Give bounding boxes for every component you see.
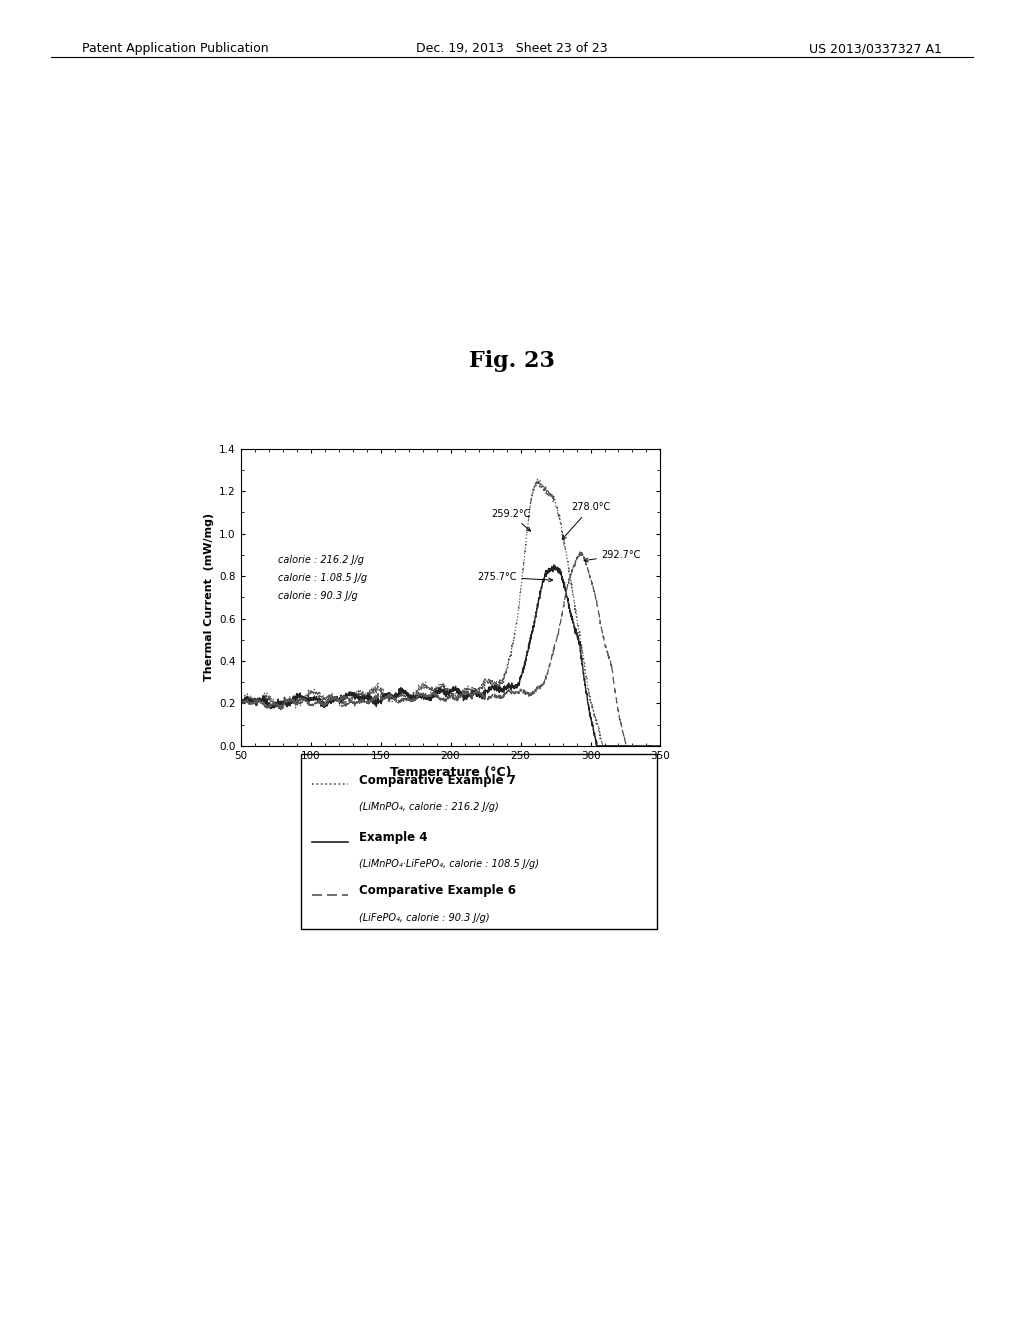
Text: 275.7°C: 275.7°C: [477, 572, 553, 582]
CE6: [234, 696, 247, 711]
Line: CE7: CE7: [241, 479, 660, 746]
CE7: [438, 678, 451, 694]
Text: calorie : 90.3 J/g: calorie : 90.3 J/g: [279, 591, 358, 601]
Text: 292.7°C: 292.7°C: [584, 550, 641, 562]
CE6: [621, 738, 633, 754]
Text: 278.0°C: 278.0°C: [562, 503, 610, 540]
CE7: [565, 577, 578, 593]
Text: calorie : 216.2 J/g: calorie : 216.2 J/g: [279, 554, 365, 565]
CE6: [654, 738, 667, 754]
E4: [427, 688, 439, 704]
E4: [642, 738, 654, 754]
Text: Comparative Example 7: Comparative Example 7: [358, 774, 516, 787]
CE7: [427, 682, 439, 698]
E4: [565, 609, 578, 624]
CE6: [256, 696, 268, 711]
Text: (LiMnPO₄, calorie : 216.2 J/g): (LiMnPO₄, calorie : 216.2 J/g): [358, 803, 499, 812]
Y-axis label: Thermal Current  (mW/mg): Thermal Current (mW/mg): [204, 513, 214, 681]
X-axis label: Temperature (°C): Temperature (°C): [390, 766, 511, 779]
E4: [591, 738, 603, 754]
CE7: [531, 471, 544, 487]
CE6: [573, 543, 586, 558]
Text: Patent Application Publication: Patent Application Publication: [82, 42, 268, 55]
CE7: [256, 692, 268, 708]
E4: [654, 738, 667, 754]
CE6: [565, 565, 578, 581]
Text: Comparative Example 6: Comparative Example 6: [358, 884, 516, 898]
E4: [256, 692, 268, 708]
CE7: [642, 738, 654, 754]
Text: calorie : 1.08.5 J/g: calorie : 1.08.5 J/g: [279, 573, 368, 583]
E4: [438, 684, 451, 700]
Text: Example 4: Example 4: [358, 830, 427, 843]
E4: [548, 557, 560, 573]
CE6: [438, 690, 451, 706]
Text: (LiMnPO₄·LiFePO₄, calorie : 108.5 J/g): (LiMnPO₄·LiFePO₄, calorie : 108.5 J/g): [358, 859, 539, 870]
Text: US 2013/0337327 A1: US 2013/0337327 A1: [809, 42, 942, 55]
E4: [643, 738, 655, 754]
CE7: [643, 738, 655, 754]
CE6: [643, 738, 655, 754]
CE6: [427, 686, 439, 702]
Line: CE6: CE6: [241, 550, 660, 746]
E4: [234, 694, 247, 710]
Text: 259.2°C: 259.2°C: [492, 508, 530, 531]
CE6: [642, 738, 654, 754]
Line: E4: E4: [241, 565, 660, 746]
Text: (LiFePO₄, calorie : 90.3 J/g): (LiFePO₄, calorie : 90.3 J/g): [358, 913, 489, 923]
CE7: [654, 738, 667, 754]
CE7: [597, 738, 609, 754]
Text: Fig. 23: Fig. 23: [469, 350, 555, 372]
Text: Dec. 19, 2013   Sheet 23 of 23: Dec. 19, 2013 Sheet 23 of 23: [416, 42, 608, 55]
CE7: [234, 694, 247, 710]
